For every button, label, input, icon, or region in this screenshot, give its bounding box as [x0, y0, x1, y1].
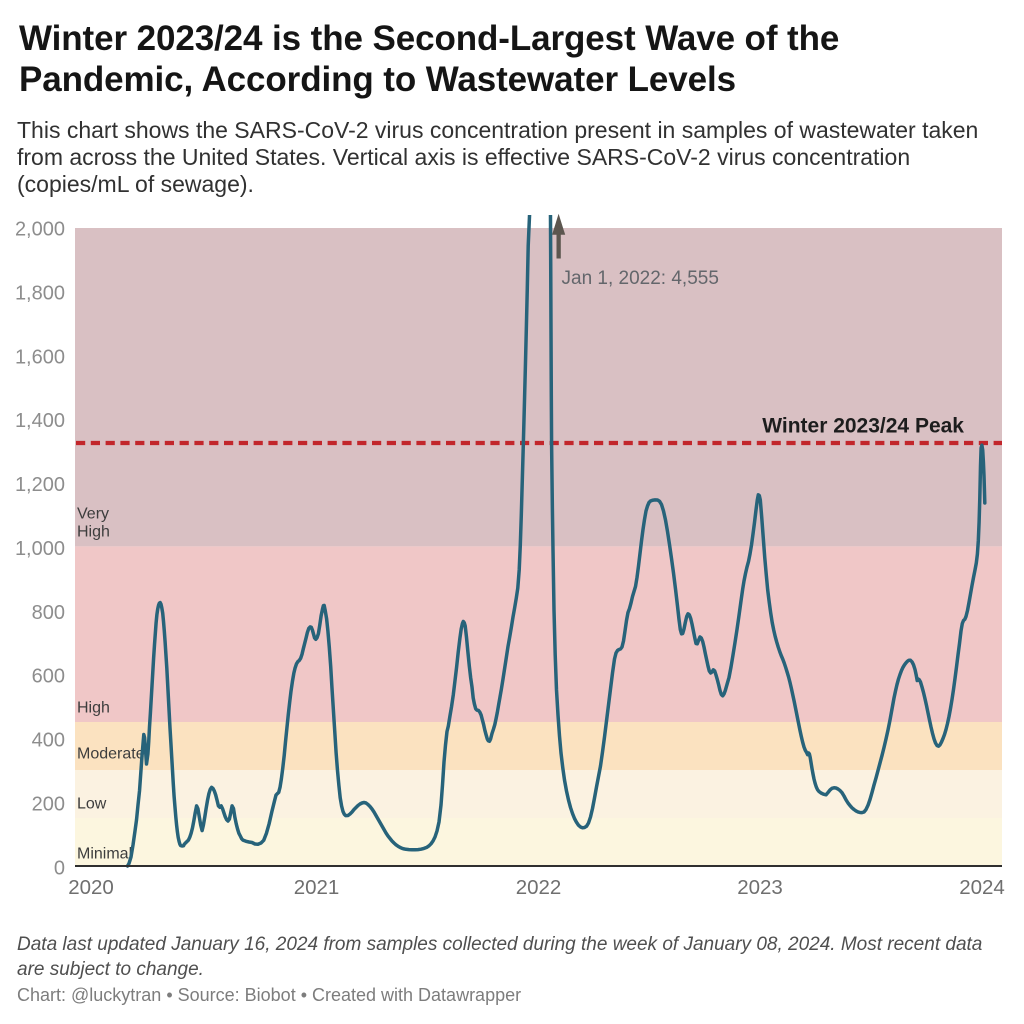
- svg-text:2,000: 2,000: [15, 219, 65, 241]
- svg-text:2021: 2021: [294, 876, 340, 899]
- svg-text:1,200: 1,200: [15, 474, 65, 496]
- svg-text:2023: 2023: [737, 876, 783, 899]
- svg-text:Low: Low: [77, 796, 107, 813]
- svg-text:400: 400: [32, 730, 65, 752]
- svg-text:High: High: [77, 700, 110, 717]
- svg-text:Jan 1, 2022: 4,555: Jan 1, 2022: 4,555: [562, 268, 719, 289]
- svg-text:2020: 2020: [68, 876, 114, 899]
- svg-text:Very: Very: [77, 506, 109, 523]
- svg-text:200: 200: [32, 794, 65, 816]
- svg-text:High: High: [77, 524, 110, 541]
- svg-text:2024: 2024: [959, 876, 1005, 899]
- svg-text:0: 0: [54, 857, 65, 879]
- svg-text:Winter 2023/24 Peak: Winter 2023/24 Peak: [762, 415, 964, 438]
- svg-text:600: 600: [32, 666, 65, 688]
- svg-text:1,600: 1,600: [15, 346, 65, 368]
- svg-text:1,000: 1,000: [15, 538, 65, 560]
- svg-text:Minimal: Minimal: [77, 846, 132, 863]
- svg-text:2022: 2022: [516, 876, 562, 899]
- svg-text:Moderate: Moderate: [77, 746, 145, 763]
- svg-text:800: 800: [32, 602, 65, 624]
- svg-text:1,400: 1,400: [15, 410, 65, 432]
- svg-text:1,800: 1,800: [15, 282, 65, 304]
